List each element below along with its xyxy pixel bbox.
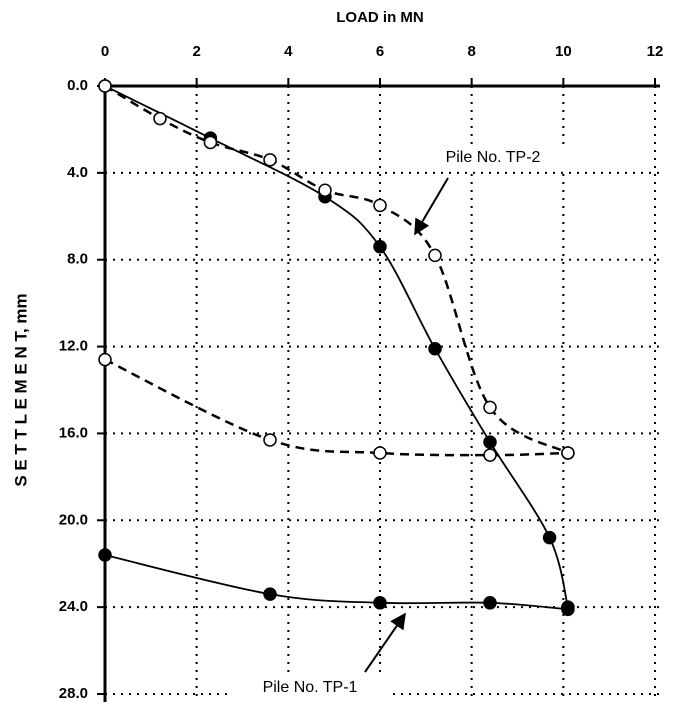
point xyxy=(263,153,277,167)
point xyxy=(373,239,387,254)
point xyxy=(561,602,575,617)
annotation-arrow xyxy=(364,612,406,673)
point xyxy=(153,111,167,126)
point xyxy=(483,448,497,462)
y-axis-title: S E T T L E M E N T, mm xyxy=(11,293,30,486)
x-axis-title: LOAD in MN xyxy=(336,9,424,26)
y-tick-label: 0.0 xyxy=(67,77,88,94)
annotation: Pile No. TP-1 xyxy=(263,679,358,696)
point xyxy=(373,446,387,460)
y-tick-label: 28.0 xyxy=(59,685,88,702)
point xyxy=(483,596,497,610)
x-tick-label: 0 xyxy=(101,43,109,60)
point xyxy=(542,530,557,545)
fit-curve xyxy=(104,84,569,455)
y-tick-label: 12.0 xyxy=(59,338,88,355)
x-tick-label: 8 xyxy=(467,43,475,60)
point xyxy=(483,400,497,415)
fit-curve xyxy=(104,554,568,611)
point xyxy=(483,435,497,449)
x-tick-label: 6 xyxy=(376,43,384,60)
point xyxy=(203,135,218,150)
y-tick-label: 24.0 xyxy=(59,598,88,615)
annotation-bg xyxy=(230,676,390,702)
y-tick-label: 16.0 xyxy=(59,424,88,441)
y-tick-label: 20.0 xyxy=(59,511,88,528)
point xyxy=(98,352,112,367)
point xyxy=(428,248,442,263)
point xyxy=(98,548,112,562)
annotation-bg xyxy=(420,145,570,171)
point xyxy=(561,446,575,460)
point xyxy=(318,183,332,197)
y-tick-label: 4.0 xyxy=(67,164,88,181)
annotation-arrow xyxy=(414,177,449,236)
point xyxy=(263,433,277,447)
x-tick-label: 12 xyxy=(647,43,664,60)
x-tick-label: 10 xyxy=(555,43,572,60)
point xyxy=(428,341,442,356)
point xyxy=(98,79,112,93)
annotation: Pile No. TP-2 xyxy=(446,149,541,166)
point xyxy=(373,198,387,213)
fit-curve xyxy=(104,358,568,457)
point xyxy=(373,596,387,610)
x-tick-label: 4 xyxy=(284,43,293,60)
y-tick-label: 8.0 xyxy=(67,251,88,268)
x-tick-label: 2 xyxy=(192,43,200,60)
point xyxy=(263,587,277,601)
